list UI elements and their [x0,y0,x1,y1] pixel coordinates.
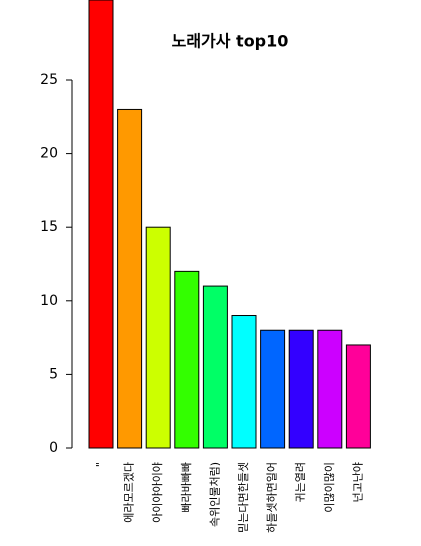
y-tick-label: 15 [40,219,58,235]
x-tick-label: 빠라바빠빠 [180,462,193,513]
y-tick-label: 25 [40,72,58,88]
y-tick-label: 0 [49,440,58,456]
x-tick-label: 이많이많이 [323,462,336,513]
bar [345,344,371,449]
bar [174,270,200,449]
y-tick-label: 20 [40,146,58,162]
x-tick-label: " [94,462,107,467]
bar [202,285,228,449]
bar [288,329,314,449]
bar [317,329,343,449]
x-tick-label: 넌고난야 [351,462,364,502]
bar [88,0,114,449]
x-tick-label: 아이야아이야 [151,462,164,523]
y-tick-label: 10 [40,293,58,309]
y-tick-label: 5 [49,366,58,382]
x-tick-label: 에라모르겠다 [123,462,136,523]
x-tick-label: 하들셋하면일어 [265,462,279,533]
bar [231,315,257,449]
x-tick-label: 믿는다면한들셋 [237,462,250,533]
bar [117,108,143,449]
bar [260,329,286,449]
bar [145,226,171,449]
x-tick-label: 속위인물처럼) [208,462,221,527]
x-tick-label: 귀는열려 [294,462,307,502]
chart-title: 노래가사 top10 [172,32,289,51]
